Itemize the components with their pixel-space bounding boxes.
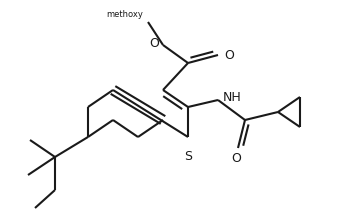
Text: O: O — [149, 36, 159, 50]
Text: O: O — [224, 48, 234, 61]
Text: S: S — [184, 150, 192, 163]
Text: methoxy: methoxy — [106, 10, 143, 19]
Text: O: O — [231, 152, 241, 165]
Text: NH: NH — [223, 91, 242, 103]
